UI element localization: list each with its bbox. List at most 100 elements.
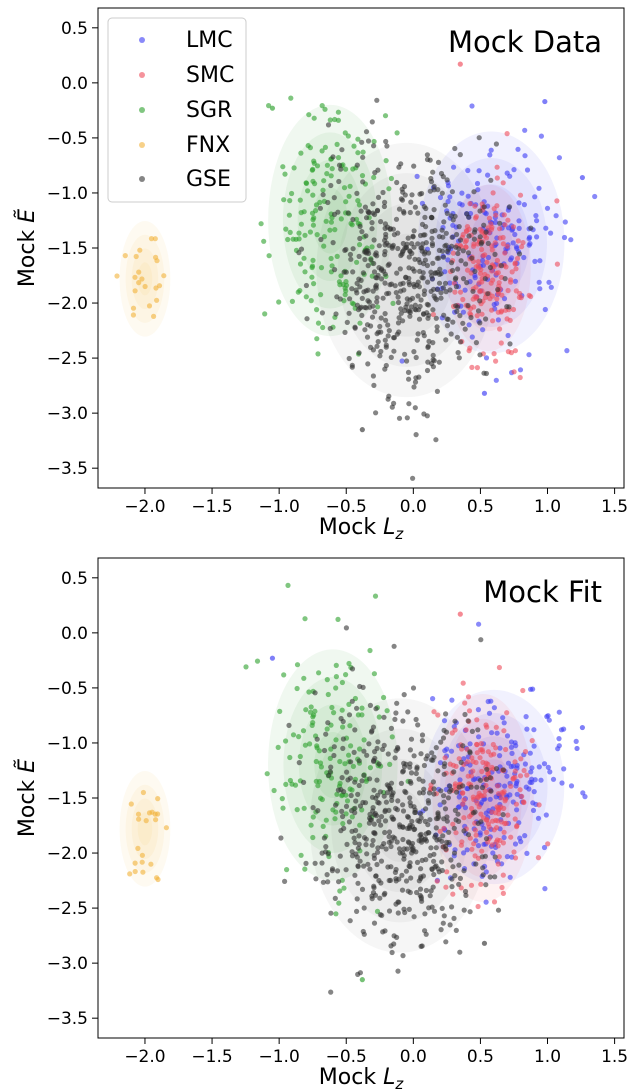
- point-gse: [361, 772, 367, 779]
- point-lmc: [556, 736, 562, 742]
- legend-marker-gse: [139, 176, 145, 182]
- point-gse: [371, 143, 377, 149]
- point-gse: [334, 868, 341, 874]
- point-gse: [352, 840, 358, 846]
- point-sgr: [351, 143, 357, 149]
- point-gse: [399, 887, 406, 893]
- point-gse: [386, 290, 392, 296]
- x-tick-label: 1.5: [601, 497, 628, 517]
- point-smc: [512, 759, 518, 765]
- point-sgr: [318, 265, 325, 271]
- point-sgr: [314, 307, 320, 313]
- point-gse: [470, 288, 476, 294]
- point-gse: [360, 179, 366, 185]
- point-sgr: [262, 311, 268, 317]
- point-sgr: [311, 281, 317, 287]
- point-lmc: [472, 275, 478, 281]
- point-gse: [314, 736, 320, 742]
- point-smc: [510, 224, 517, 230]
- point-sgr: [333, 662, 339, 669]
- point-sgr: [290, 236, 296, 242]
- point-gse: [493, 766, 500, 772]
- point-gse: [441, 799, 447, 805]
- point-gse: [393, 901, 399, 907]
- point-gse: [443, 289, 449, 295]
- point-gse: [392, 835, 398, 841]
- point-lmc: [524, 850, 530, 857]
- point-gse: [404, 415, 410, 421]
- point-gse: [362, 249, 368, 255]
- point-gse: [453, 275, 459, 281]
- point-gse: [380, 295, 386, 301]
- point-sgr: [329, 263, 335, 269]
- point-fnx: [152, 236, 158, 242]
- point-fnx: [132, 868, 138, 875]
- point-sgr: [359, 173, 366, 179]
- point-lmc: [526, 352, 532, 358]
- point-gse: [412, 256, 418, 262]
- point-gse: [327, 325, 333, 332]
- point-gse: [367, 866, 373, 872]
- point-gse: [350, 246, 356, 252]
- point-sgr: [307, 741, 313, 747]
- point-sgr: [371, 671, 377, 677]
- point-smc: [508, 834, 514, 840]
- point-gse: [455, 304, 461, 310]
- point-gse: [477, 298, 483, 304]
- point-gse: [411, 753, 417, 759]
- point-gse: [360, 684, 366, 691]
- point-gse: [400, 836, 406, 843]
- point-gse: [442, 806, 449, 812]
- point-gse: [426, 790, 433, 796]
- point-sgr: [322, 106, 328, 112]
- point-gse: [431, 858, 437, 864]
- point-smc: [478, 741, 484, 747]
- point-gse: [407, 313, 413, 319]
- point-sgr: [287, 777, 293, 784]
- point-gse: [349, 286, 355, 292]
- point-gse: [479, 239, 485, 245]
- point-gse: [381, 793, 387, 799]
- point-sgr: [357, 242, 363, 248]
- point-lmc: [530, 807, 537, 814]
- point-fnx: [153, 285, 159, 291]
- point-gse: [375, 792, 381, 798]
- point-sgr: [288, 95, 294, 101]
- point-smc: [480, 759, 486, 766]
- point-sgr: [281, 672, 287, 678]
- point-gse: [363, 842, 369, 848]
- point-smc: [460, 680, 466, 686]
- point-gse: [360, 154, 366, 160]
- point-gse: [325, 199, 331, 206]
- point-smc: [513, 288, 519, 294]
- point-sgr: [306, 112, 312, 118]
- point-gse: [361, 863, 367, 869]
- point-gse: [440, 285, 446, 291]
- x-tick-label: 0.0: [400, 497, 427, 517]
- point-smc: [464, 224, 471, 230]
- point-sgr: [327, 117, 333, 123]
- point-smc: [465, 694, 472, 700]
- point-gse: [449, 189, 455, 195]
- point-smc: [499, 884, 505, 891]
- point-gse: [369, 842, 375, 848]
- point-gse: [346, 819, 352, 825]
- point-sgr: [266, 103, 272, 109]
- point-smc: [520, 240, 526, 246]
- point-smc: [501, 728, 507, 734]
- point-sgr: [296, 236, 302, 242]
- point-smc: [518, 756, 524, 762]
- point-gse: [374, 745, 380, 752]
- point-sgr: [342, 292, 348, 298]
- point-gse: [371, 260, 377, 267]
- mock-data-panel: −2.0 −1.5 −1.0 −0.5 0.0 0.5 1.0 1.5 0.5 0.0 −0.5 −1…: [13, 7, 628, 543]
- point-gse: [414, 766, 420, 772]
- point-gse: [435, 159, 442, 165]
- point-sgr: [316, 778, 323, 785]
- point-gse: [457, 152, 463, 158]
- point-lmc: [546, 279, 552, 285]
- point-gse: [464, 280, 470, 286]
- point-gse: [380, 189, 386, 196]
- point-gse: [456, 862, 462, 868]
